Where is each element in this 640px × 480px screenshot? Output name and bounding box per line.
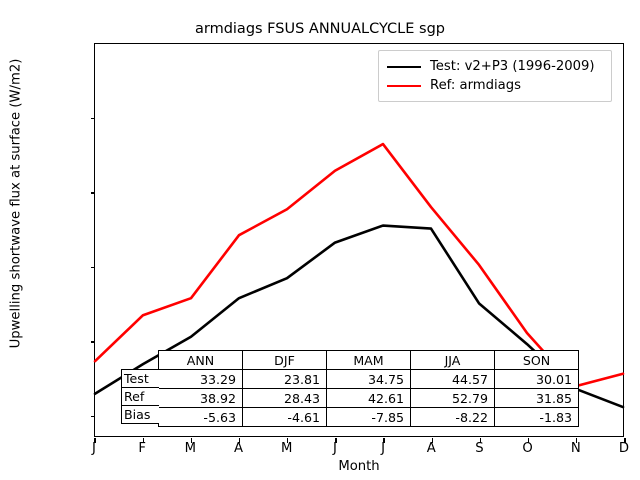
y-tick-mark (90, 117, 95, 120)
table-row: 33.29 23.81 34.75 44.57 30.01 (158, 369, 579, 389)
table-row-labels: Test Ref Bias (121, 369, 159, 424)
table-cell: 34.75 (326, 369, 411, 389)
table-cell: 31.85 (494, 388, 579, 408)
table-cell: 23.81 (242, 369, 327, 389)
x-tick-mark (383, 438, 385, 443)
table-cell: -8.22 (410, 407, 495, 427)
x-tick-mark (287, 438, 289, 443)
table-row-label: Ref (121, 386, 159, 406)
x-tick-label: S (475, 441, 484, 456)
y-tick-mark (90, 192, 95, 194)
legend-label: Ref: armdiags (430, 78, 521, 93)
legend-entry: Test: v2+P3 (1996-2009) (387, 57, 603, 76)
x-tick-label: O (522, 441, 533, 456)
table-cell: -5.63 (158, 407, 243, 427)
table-column-header: MAM (326, 350, 411, 370)
x-tick-label: J (332, 441, 337, 456)
x-tick-mark (576, 438, 578, 443)
table-column-header: JJA (410, 350, 495, 370)
x-tick-mark (142, 438, 144, 443)
table-cell: 44.57 (410, 369, 495, 389)
table-column-header: DJF (242, 350, 327, 370)
x-tick-mark (431, 438, 433, 443)
table-row-label: Bias (121, 404, 159, 424)
table-row: 38.92 28.43 42.61 52.79 31.85 (158, 388, 579, 408)
x-tick-mark (190, 438, 192, 443)
legend-entry: Ref: armdiags (387, 76, 603, 95)
table-column-header: ANN (158, 350, 243, 370)
x-tick-mark (335, 438, 337, 443)
table-column-header: SON (494, 350, 579, 370)
table-cell: -4.61 (242, 407, 327, 427)
x-tick-mark (238, 438, 241, 443)
x-tick-mark (479, 438, 482, 443)
y-tick-mark (90, 415, 95, 418)
y-tick-mark (90, 341, 95, 343)
table-row-label: Test (121, 369, 159, 388)
statistics-table: ANN DJF MAM JJA SON 33.29 23.81 34.75 44.57 30.0… (158, 350, 579, 427)
x-tick-label: D (618, 441, 630, 456)
chart-title: armdiags FSUS ANNUALCYCLE sgp (194, 21, 445, 37)
table-header-row: ANN DJF MAM JJA SON (158, 350, 579, 370)
x-tick-mark (94, 438, 96, 443)
x-tick-label: A (234, 441, 244, 456)
chart-legend: Test: v2+P3 (1996-2009) Ref: armdiags (378, 50, 612, 102)
legend-color-swatch (387, 84, 421, 87)
y-axis-label: Upwelling shortwave flux at surface (W/m… (8, 58, 24, 349)
table-row: -5.63 -4.61 -7.85 -8.22 -1.83 (158, 407, 579, 427)
x-tick-label: M (281, 441, 293, 456)
table-cell: 42.61 (326, 388, 411, 408)
x-tick-mark (624, 438, 626, 443)
x-axis-label: Month (338, 459, 380, 474)
x-tick-label: N (570, 441, 581, 456)
table-cell: -7.85 (326, 407, 411, 427)
x-tick-label: A (426, 441, 436, 456)
y-tick-mark (90, 266, 95, 269)
x-tick-label: M (184, 441, 197, 456)
x-tick-mark (527, 438, 530, 443)
table-cell: 52.79 (410, 388, 495, 408)
table-cell: -1.83 (494, 407, 579, 427)
legend-color-swatch (387, 65, 421, 68)
table-cell: 33.29 (158, 369, 243, 389)
table-cell: 28.43 (242, 388, 327, 408)
x-tick-label: F (138, 441, 146, 456)
x-tick-label: J (92, 441, 96, 456)
legend-label: Test: v2+P3 (1996-2009) (430, 59, 595, 74)
x-tick-label: J (381, 441, 386, 456)
series-line-2 (95, 144, 623, 386)
table-cell: 30.01 (494, 369, 579, 389)
table-cell: 38.92 (158, 388, 243, 408)
